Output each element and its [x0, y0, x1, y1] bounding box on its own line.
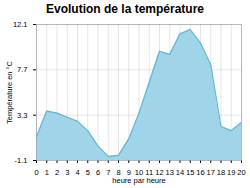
svg-text:17: 17 [207, 168, 215, 177]
svg-text:2: 2 [55, 168, 59, 177]
svg-text:3.3: 3.3 [17, 111, 27, 120]
svg-text:19: 19 [227, 168, 235, 177]
html-text:Evolution de la température: Evolution de la température [46, 2, 204, 16]
svg-text:18: 18 [217, 168, 225, 177]
svg-text:-1.1: -1.1 [15, 156, 28, 165]
svg-text:16: 16 [196, 168, 204, 177]
svg-text:Température en °C: Température en °C [5, 60, 14, 124]
svg-text:15: 15 [186, 168, 194, 177]
html-text:9 10 11 12: 9 10 11 12 [126, 167, 164, 177]
svg-text:5: 5 [86, 168, 90, 177]
svg-text:0: 0 [34, 168, 38, 177]
svg-text:1: 1 [45, 168, 49, 177]
svg-text:20: 20 [237, 168, 245, 177]
svg-text:7.7: 7.7 [17, 65, 27, 74]
svg-text:14: 14 [176, 168, 184, 177]
svg-text:3: 3 [65, 168, 69, 177]
svg-text:4: 4 [75, 168, 79, 177]
svg-text:7: 7 [106, 168, 110, 177]
svg-text:6: 6 [96, 168, 100, 177]
svg-text:13: 13 [166, 168, 174, 177]
svg-text:heure par heure: heure par heure [112, 176, 165, 185]
svg-text:8: 8 [116, 167, 121, 177]
svg-text:12.1: 12.1 [13, 20, 28, 29]
